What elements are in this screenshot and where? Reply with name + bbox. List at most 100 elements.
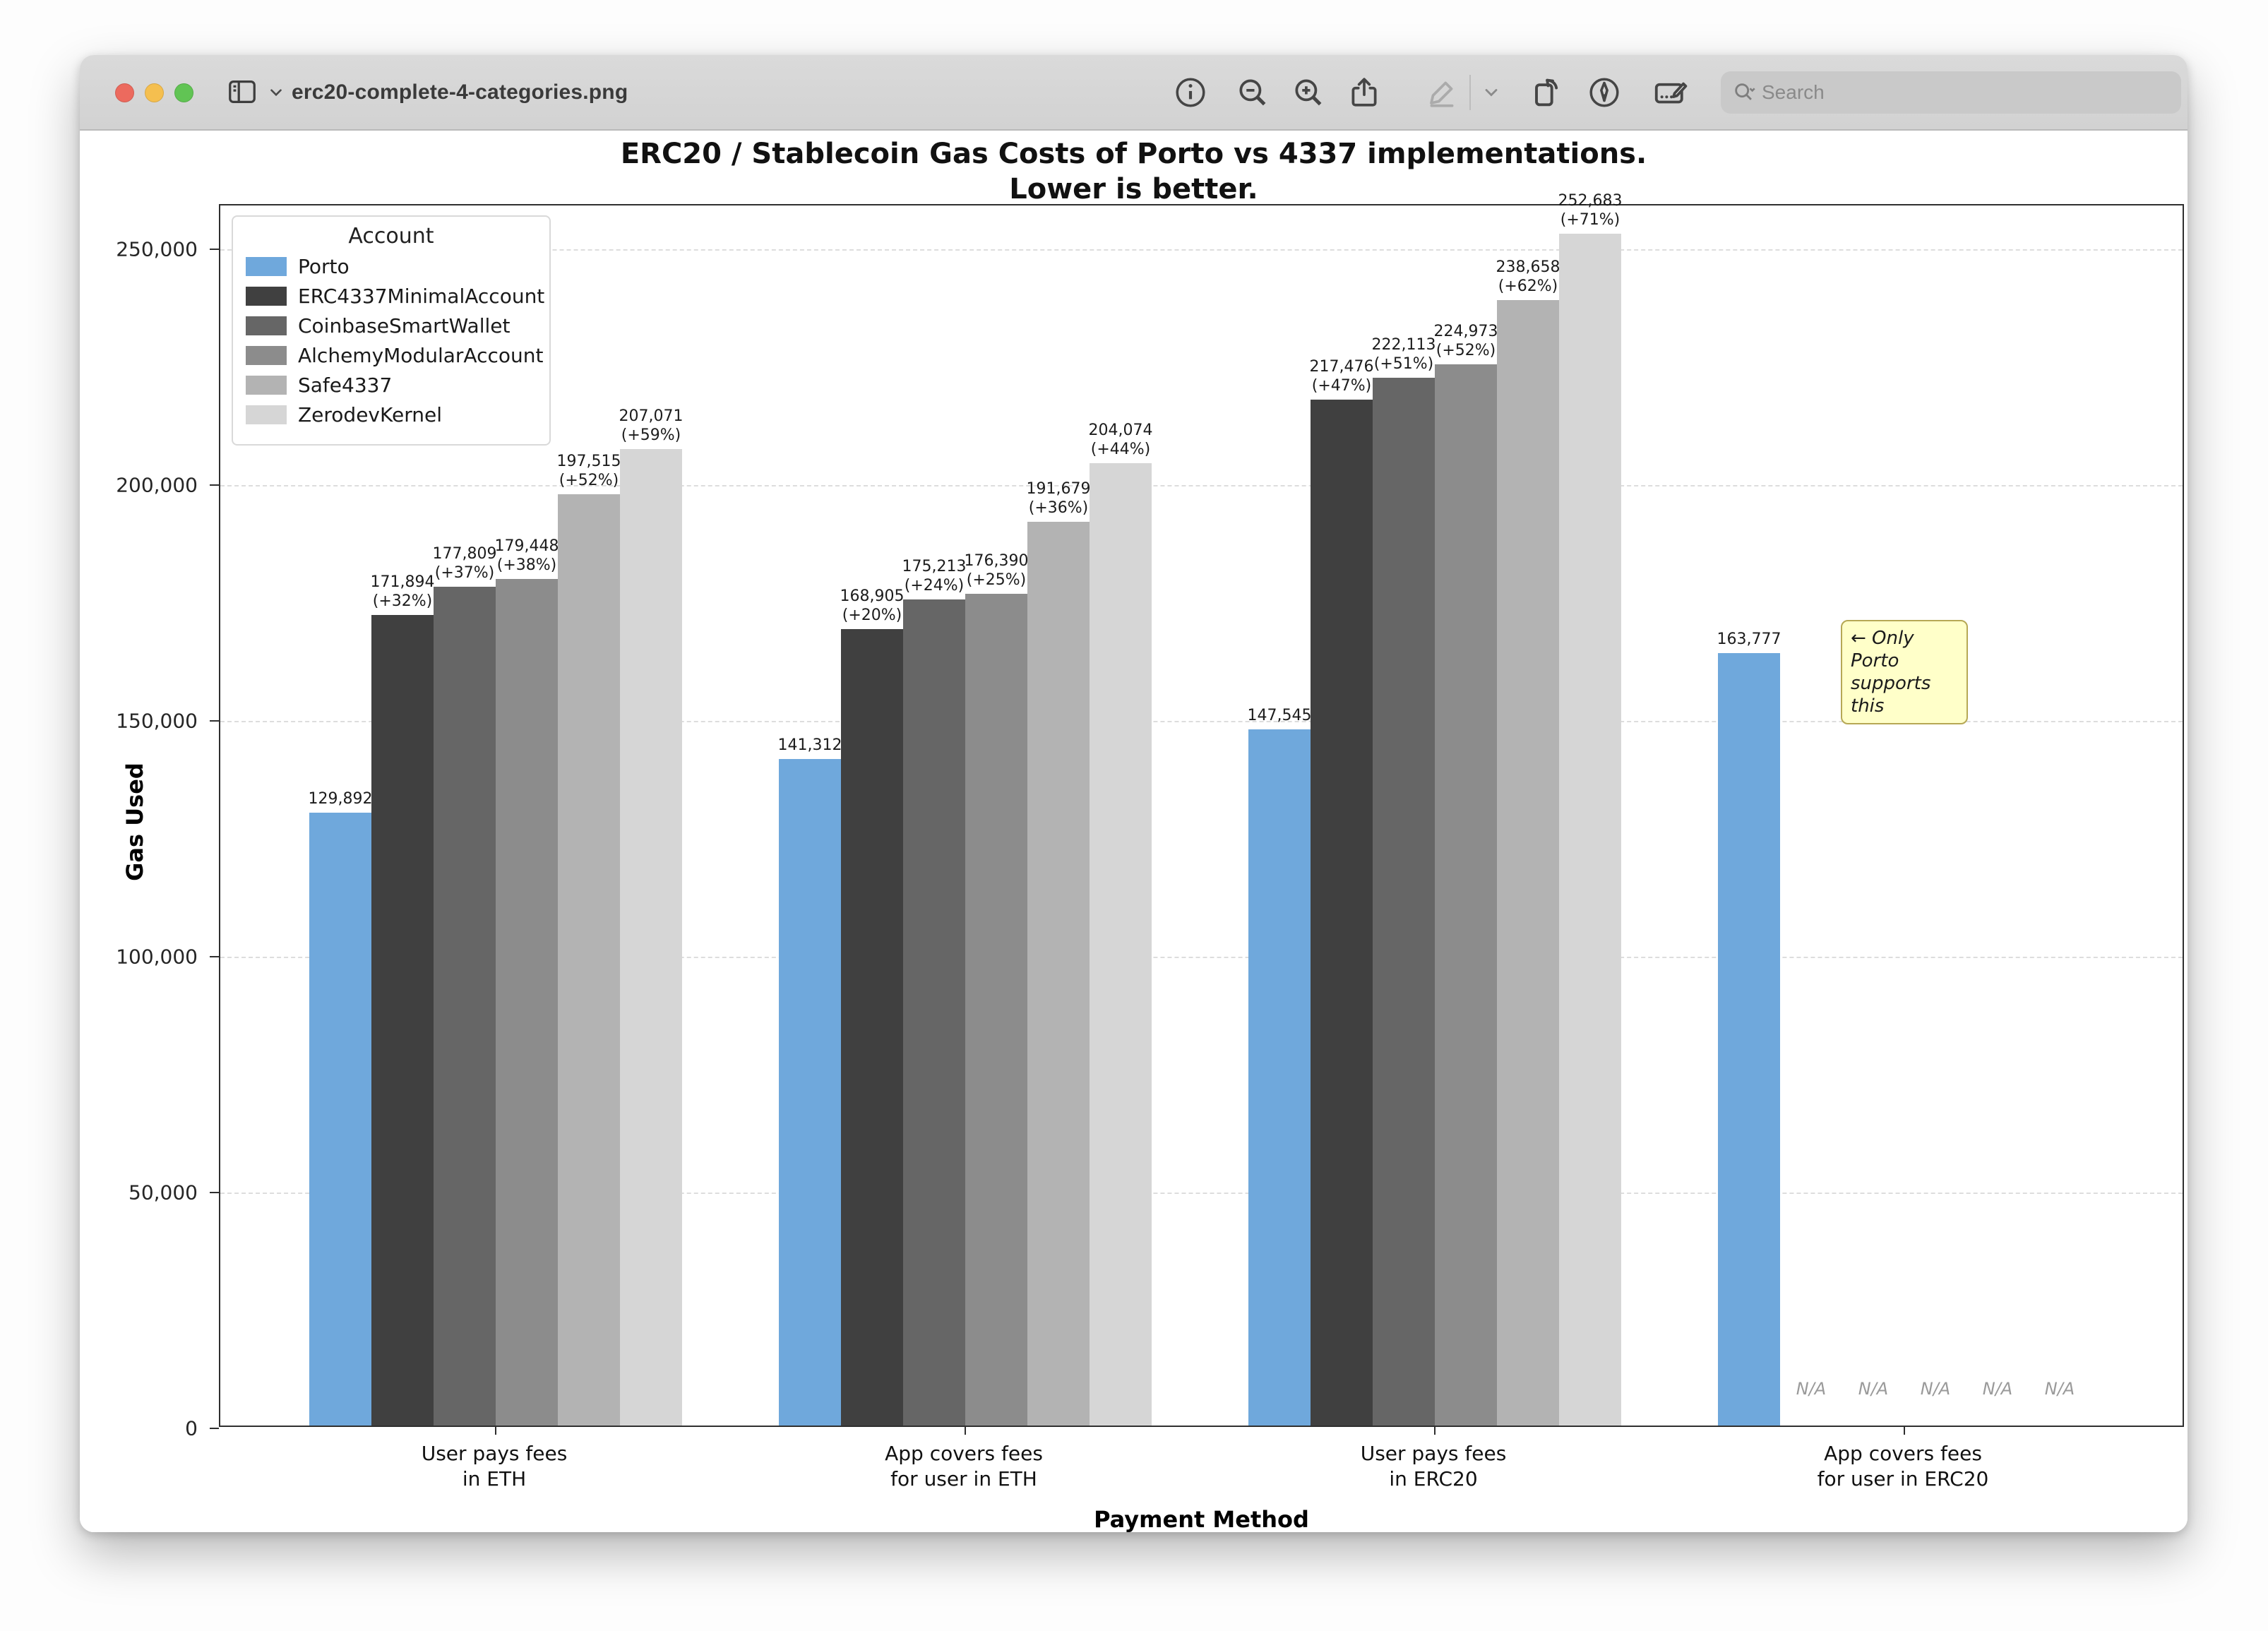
annotation-callout: ← Only Porto supports this <box>1841 620 1968 724</box>
search-input[interactable] <box>1762 81 2170 104</box>
zoom-out-button[interactable] <box>1235 75 1270 110</box>
legend-title: Account <box>348 224 434 249</box>
bar-value-label: 222,113 (+51%) <box>1371 336 1436 374</box>
y-tick-mark <box>210 1428 219 1429</box>
y-tick-mark <box>210 484 219 486</box>
gridline-50,000 <box>220 1193 2183 1194</box>
share-button[interactable] <box>1347 75 1382 110</box>
bar-ZerodevKernel-cat3 <box>1559 234 1621 1426</box>
y-axis-title: Gas Used <box>121 763 148 881</box>
legend-label: ERC4337MinimalAccount <box>298 285 545 308</box>
bar-Porto-cat3 <box>1248 729 1311 1426</box>
bar-AlchemyModularAccount-cat1 <box>496 579 558 1426</box>
plot-area: 0 50,000 100,000 150,000 200,000 250,000 129,8… <box>116 192 2184 1440</box>
annotate-pen-button[interactable] <box>1587 75 1622 110</box>
minimize-button[interactable] <box>145 83 164 102</box>
legend-item-CoinbaseSmartWallet: CoinbaseSmartWallet <box>246 314 537 337</box>
y-tick-label: 0 <box>185 1416 198 1440</box>
bar-value-label: 224,973 (+52%) <box>1433 323 1498 360</box>
toolbar-separator <box>1469 75 1471 110</box>
bar-ERC4337MinimalAccount-cat3 <box>1311 400 1373 1426</box>
x-tick-label: User pays fees in ETH <box>421 1442 568 1490</box>
legend-label: Porto <box>298 255 350 278</box>
na-label-ZerodevKernel: N/A <box>2044 1379 2075 1399</box>
bar-value-label: 179,448 (+38%) <box>494 537 559 575</box>
y-tick-label: 250,000 <box>116 237 198 261</box>
bar-value-label: 171,894 (+32%) <box>370 573 435 610</box>
bar-Porto-cat4 <box>1718 652 1780 1426</box>
legend-label: AlchemyModularAccount <box>298 344 544 367</box>
info-button[interactable] <box>1173 75 1208 110</box>
legend-swatch <box>246 405 287 424</box>
legend-label: CoinbaseSmartWallet <box>298 314 511 337</box>
y-tick-label: 200,000 <box>116 473 198 497</box>
fullscreen-button[interactable] <box>174 83 193 102</box>
bar-Safe4337-cat3 <box>1497 299 1559 1426</box>
text-annotation-button[interactable] <box>1652 73 1690 112</box>
legend-item-Porto: Porto <box>246 255 537 278</box>
legend-item-ZerodevKernel: ZerodevKernel <box>246 403 537 426</box>
legend-swatch <box>246 287 287 306</box>
search-icon <box>1735 83 1755 100</box>
document-title: erc20-complete-4-categories.png <box>292 80 628 104</box>
annotation-line2: supports this <box>1851 673 1931 717</box>
sidebar-toggle-button[interactable] <box>226 76 258 109</box>
rotate-left-button[interactable] <box>1527 74 1564 111</box>
annotation-line1: ← Only Porto <box>1851 628 1914 671</box>
x-tick-mark <box>1904 1426 1905 1435</box>
chart-title-line1: ERC20 / Stablecoin Gas Costs of Porto vs… <box>620 138 1647 170</box>
bar-value-label: 141,312 <box>777 736 842 755</box>
na-label-CoinbaseSmartWallet: N/A <box>1858 1379 1889 1399</box>
legend-label: ZerodevKernel <box>298 403 442 426</box>
y-tick-label: 150,000 <box>116 709 198 733</box>
sidebar-chevron-icon[interactable] <box>267 83 285 102</box>
bar-value-label: 204,074 (+44%) <box>1088 421 1153 458</box>
chart-title: ERC20 / Stablecoin Gas Costs of Porto vs… <box>80 136 2188 207</box>
zoom-in-button[interactable] <box>1291 75 1326 110</box>
legend-item-ERC4337MinimalAccount: ERC4337MinimalAccount <box>246 285 544 308</box>
bar-value-label: 207,071 (+59%) <box>619 407 684 444</box>
bar-Safe4337-cat2 <box>1027 521 1090 1426</box>
bar-value-label: 168,905 (+20%) <box>840 587 905 624</box>
bar-value-label: 147,545 <box>1247 707 1312 725</box>
bar-Porto-cat1 <box>309 813 371 1426</box>
image-canvas: ERC20 / Stablecoin Gas Costs of Porto vs… <box>80 131 2188 1532</box>
y-tick-mark <box>210 249 219 250</box>
preview-window: erc20-complete-4-categories.png <box>80 55 2188 1532</box>
legend-swatch <box>246 257 287 276</box>
bar-value-label: 252,683 (+71%) <box>1558 192 1623 229</box>
na-label-AlchemyModularAccount: N/A <box>1920 1379 1951 1399</box>
gridline-150,000 <box>220 721 2183 722</box>
bar-value-label: 197,515 (+52%) <box>556 452 621 489</box>
bar-value-label: 175,213 (+24%) <box>902 557 967 595</box>
bar-value-label: 191,679 (+36%) <box>1026 479 1091 517</box>
x-tick-label: App covers fees for user in ERC20 <box>1817 1442 1989 1490</box>
bar-Porto-cat2 <box>779 759 841 1426</box>
titlebar: erc20-complete-4-categories.png <box>80 55 2188 131</box>
x-tick-mark <box>1434 1426 1436 1435</box>
search-field[interactable] <box>1721 71 2181 114</box>
legend-item-Safe4337: Safe4337 <box>246 374 537 397</box>
y-tick-label: 50,000 <box>129 1181 198 1205</box>
chart-title-line2: Lower is better. <box>1009 173 1258 205</box>
bar-CoinbaseSmartWallet-cat2 <box>903 599 965 1426</box>
x-tick-mark <box>495 1426 496 1435</box>
close-button[interactable] <box>115 83 134 102</box>
na-label-Safe4337: N/A <box>1982 1379 2013 1399</box>
markup-pencil-icon <box>1424 75 1460 110</box>
x-tick-label: User pays fees in ERC20 <box>1360 1442 1507 1490</box>
gridline-250,000 <box>220 249 2183 251</box>
bar-ZerodevKernel-cat2 <box>1090 462 1152 1426</box>
gridline-100,000 <box>220 957 2183 958</box>
y-tick-mark <box>210 956 219 957</box>
legend-swatch <box>246 376 287 395</box>
y-tick-label: 100,000 <box>116 945 198 969</box>
bar-AlchemyModularAccount-cat2 <box>965 593 1027 1426</box>
na-label-ERC4337MinimalAccount: N/A <box>1796 1379 1827 1399</box>
y-tick-mark <box>210 720 219 722</box>
legend-label: Safe4337 <box>298 374 393 397</box>
x-axis-title: Payment Method <box>1094 1506 1309 1532</box>
bar-value-label: 238,658 (+62%) <box>1496 258 1560 295</box>
legend-swatch <box>246 346 287 365</box>
markup-options-chevron-icon[interactable] <box>1481 83 1501 102</box>
